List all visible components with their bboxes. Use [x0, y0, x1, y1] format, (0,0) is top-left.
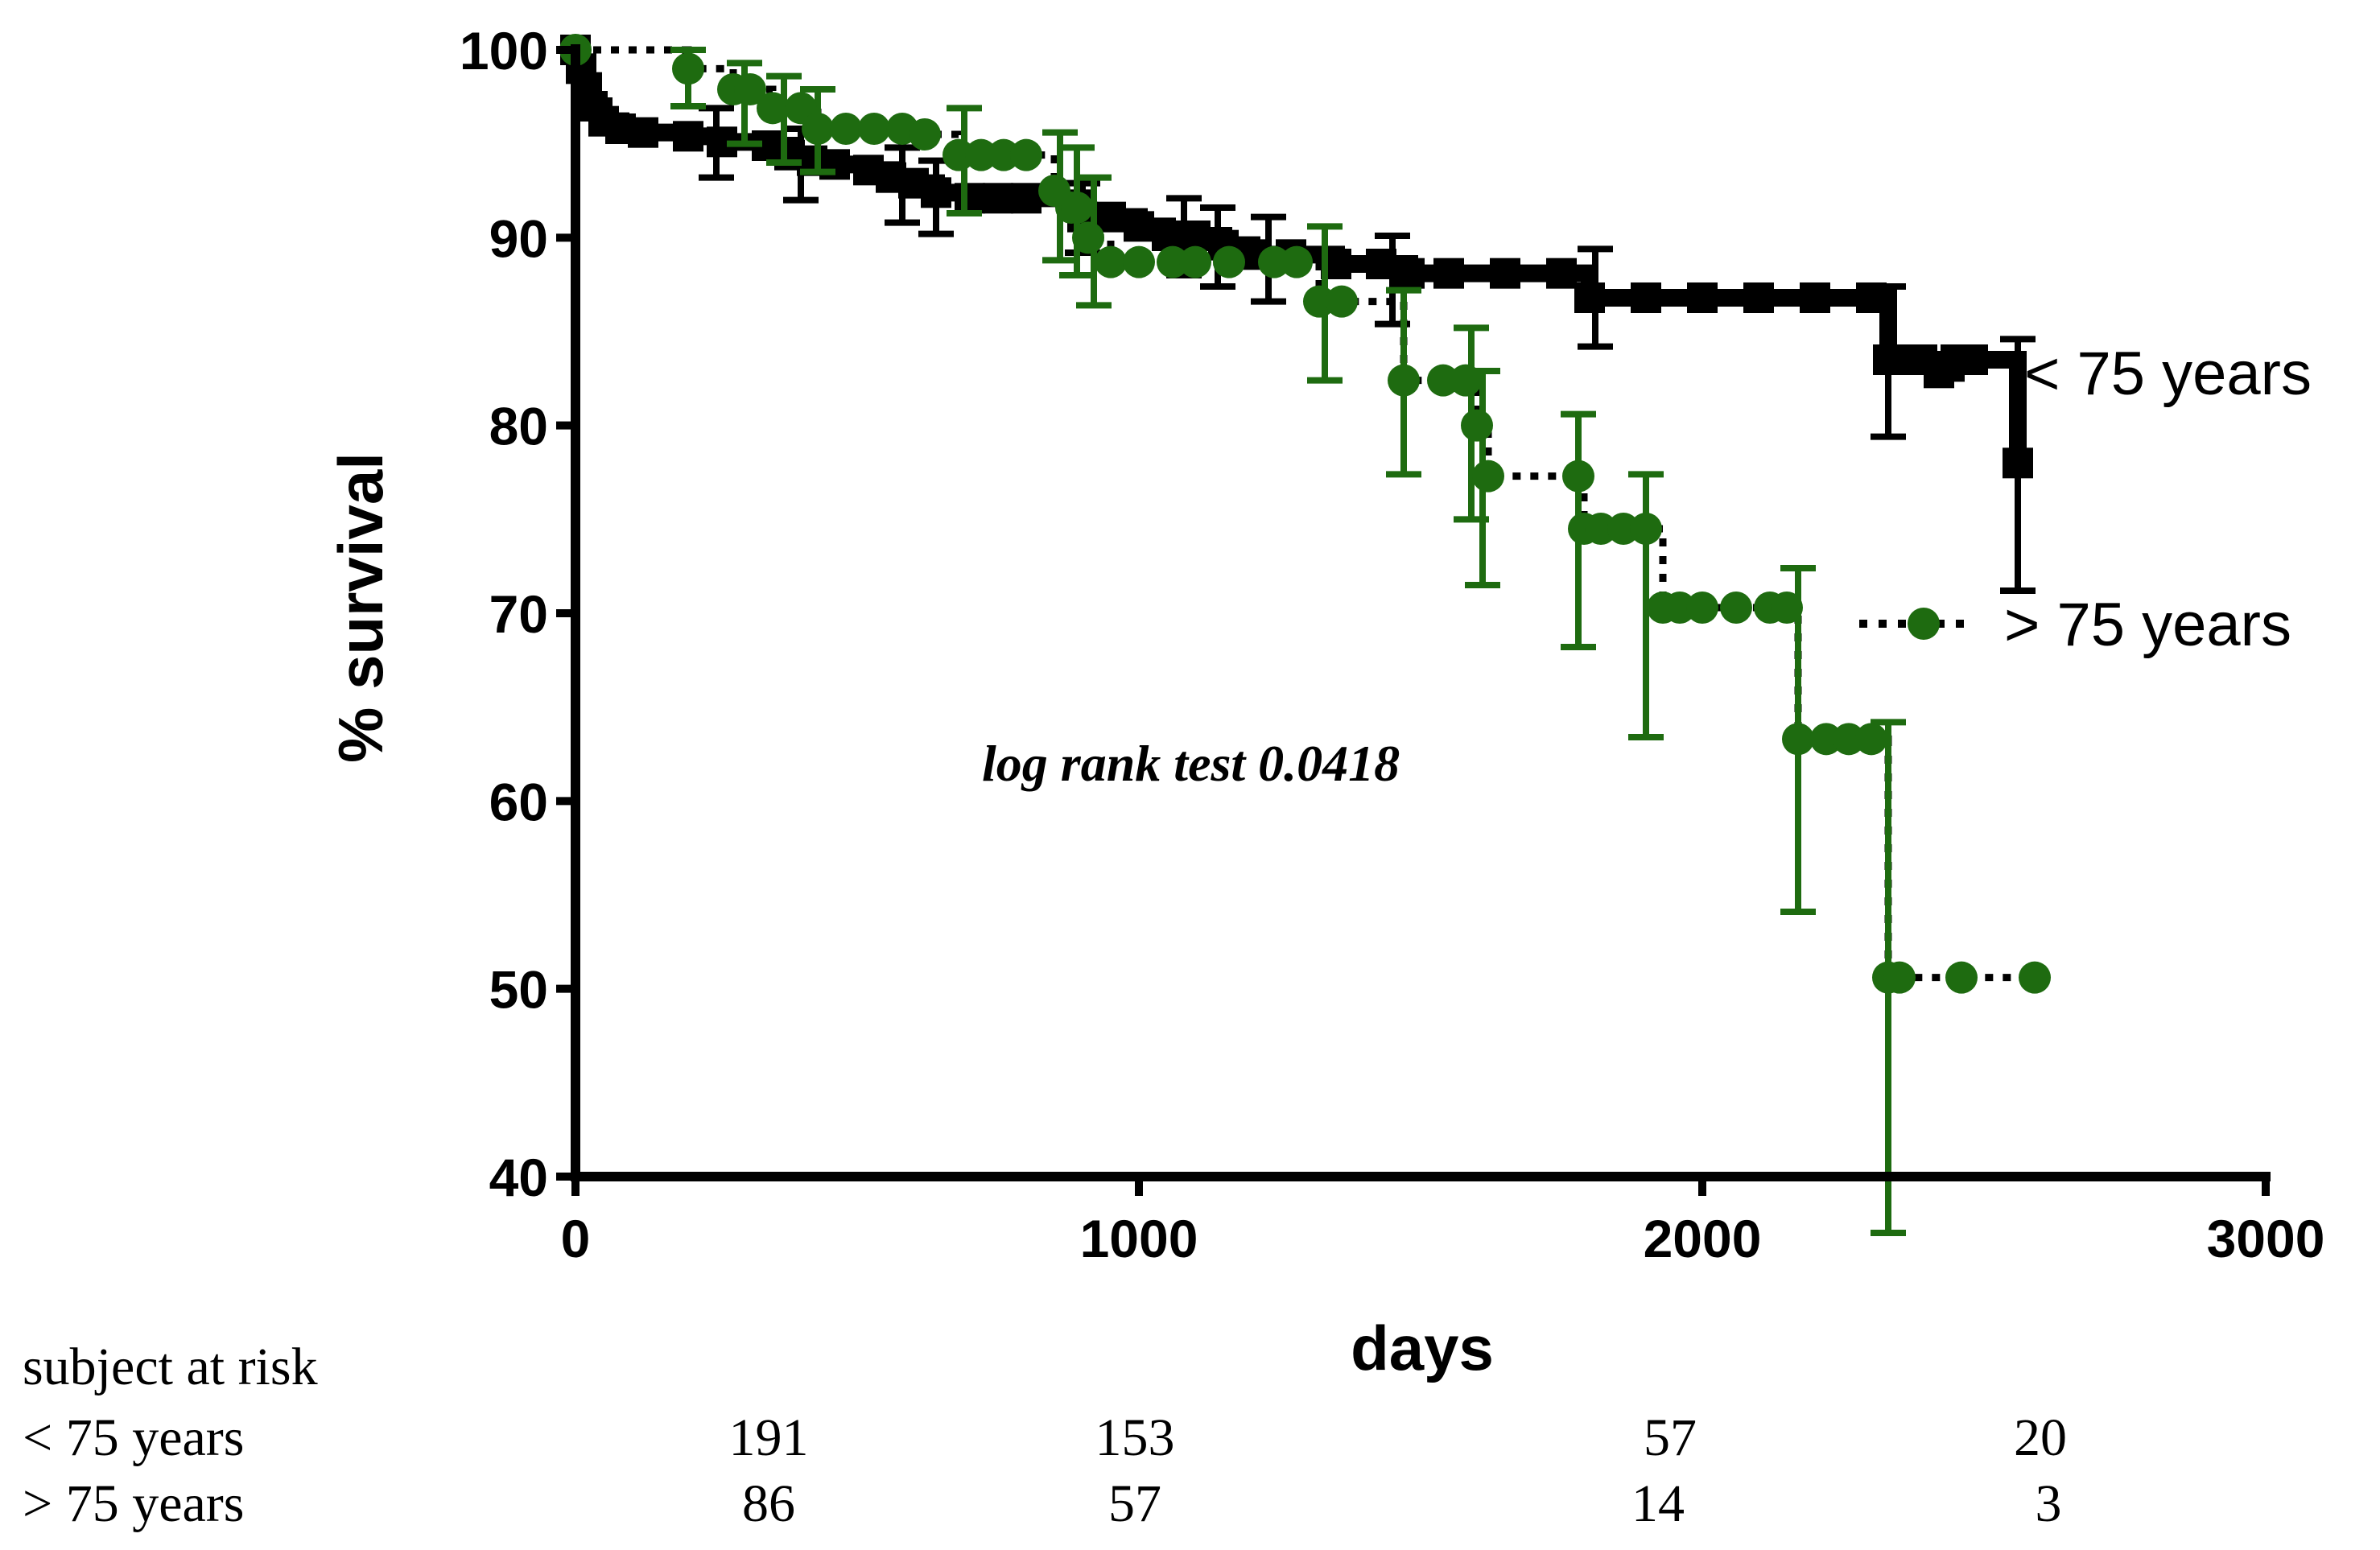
x-tick-label: 0 — [561, 1209, 591, 1268]
data-point — [1945, 961, 1978, 994]
data-point — [858, 113, 890, 145]
x-axis-title: days — [1351, 1313, 1494, 1383]
data-point — [1782, 723, 1814, 756]
risk-table: subject at risk < 75 years 191 153 57 20… — [23, 1338, 2067, 1533]
risk-cell: 3 — [2036, 1474, 2062, 1533]
risk-cell: 20 — [2014, 1408, 2067, 1467]
data-point — [1366, 249, 1396, 279]
data-point — [1461, 409, 1493, 442]
risk-cell: 86 — [742, 1474, 795, 1533]
data-point — [1326, 285, 1358, 318]
risk-table-title: subject at risk — [23, 1338, 318, 1396]
data-point — [1123, 245, 1155, 278]
risk-cell: 14 — [1631, 1474, 1685, 1533]
legend-marker-over-75 — [1908, 608, 1940, 640]
risk-cell: 57 — [1108, 1474, 1161, 1533]
data-point — [1072, 221, 1104, 254]
data-point — [802, 113, 834, 145]
data-point — [1883, 961, 1916, 994]
legend-label-under-75: < 75 years — [2024, 340, 2312, 408]
legend-under-75: < 75 years — [2024, 340, 2312, 408]
legend-over-75: > 75 years — [1859, 591, 2291, 659]
data-point — [1152, 221, 1182, 251]
survival-curve — [575, 46, 2035, 982]
data-point — [1124, 211, 1154, 242]
data-point — [757, 92, 789, 125]
data-point — [1664, 592, 1696, 624]
data-point — [1855, 723, 1887, 756]
data-point — [1810, 723, 1842, 756]
data-point — [1472, 460, 1504, 493]
legend-label-over-75: > 75 years — [2004, 591, 2291, 659]
data-point — [1450, 364, 1482, 397]
data-point — [1833, 723, 1865, 756]
data-point — [1607, 513, 1640, 545]
data-point — [628, 117, 658, 148]
data-point — [1562, 460, 1594, 493]
data-point — [1686, 592, 1718, 624]
x-tick-label: 2000 — [1644, 1209, 1762, 1268]
data-point — [909, 118, 941, 150]
data-point — [1546, 258, 1577, 289]
y-tick-label: 50 — [489, 960, 548, 1020]
data-point — [734, 73, 766, 105]
data-point — [1630, 513, 1662, 545]
data-point — [1856, 282, 1887, 313]
data-point — [1585, 513, 1617, 545]
data-point — [1388, 364, 1420, 397]
data-point — [921, 177, 951, 208]
log-rank-annotation: log rank test 0.0418 — [982, 735, 1400, 792]
y-tick-label: 40 — [489, 1148, 548, 1207]
y-tick-label: 70 — [489, 584, 548, 644]
data-point — [1743, 282, 1774, 313]
data-point — [1687, 282, 1718, 313]
y-tick-label: 100 — [460, 21, 548, 80]
data-point — [2019, 961, 2051, 994]
data-point — [955, 183, 985, 214]
data-point — [943, 138, 975, 171]
risk-cell: 57 — [1644, 1408, 1697, 1467]
data-point — [1095, 245, 1127, 278]
data-point — [672, 52, 704, 85]
data-point — [1281, 245, 1313, 278]
y-tick-label: 90 — [489, 208, 548, 268]
data-point — [1427, 364, 1459, 397]
data-point — [673, 121, 703, 152]
data-point — [1157, 245, 1189, 278]
data-point — [1720, 592, 1752, 624]
risk-cell: 191 — [729, 1408, 809, 1467]
data-point — [1957, 344, 1988, 375]
risk-cell: 153 — [1095, 1408, 1175, 1467]
data-point — [1095, 201, 1126, 233]
data-point — [1179, 245, 1211, 278]
y-axis-title: % survival — [325, 452, 396, 763]
data-point — [965, 138, 997, 171]
data-point — [1574, 282, 1605, 313]
data-point — [1061, 192, 1093, 224]
data-point — [988, 138, 1020, 171]
y-tick-label: 80 — [489, 397, 548, 456]
x-tick-label: 1000 — [1080, 1209, 1198, 1268]
data-point — [1800, 282, 1830, 313]
data-point — [1771, 592, 1803, 624]
risk-row-label-over-75: > 75 years — [23, 1474, 244, 1533]
data-point — [1490, 258, 1520, 289]
data-point — [983, 183, 1013, 214]
data-point — [1394, 258, 1425, 289]
risk-row-label-under-75: < 75 years — [23, 1408, 244, 1467]
data-point — [1433, 258, 1464, 289]
x-tick-label: 3000 — [2207, 1209, 2325, 1268]
data-point — [1258, 245, 1290, 278]
data-point — [1303, 285, 1335, 318]
series-over-75 — [559, 34, 2051, 1236]
data-point — [1010, 138, 1042, 171]
data-point — [830, 113, 862, 145]
data-point — [1631, 282, 1661, 313]
data-point — [2003, 447, 2033, 479]
data-point — [1213, 245, 1245, 278]
data-point — [1011, 183, 1042, 214]
y-tick-label: 60 — [489, 772, 548, 831]
